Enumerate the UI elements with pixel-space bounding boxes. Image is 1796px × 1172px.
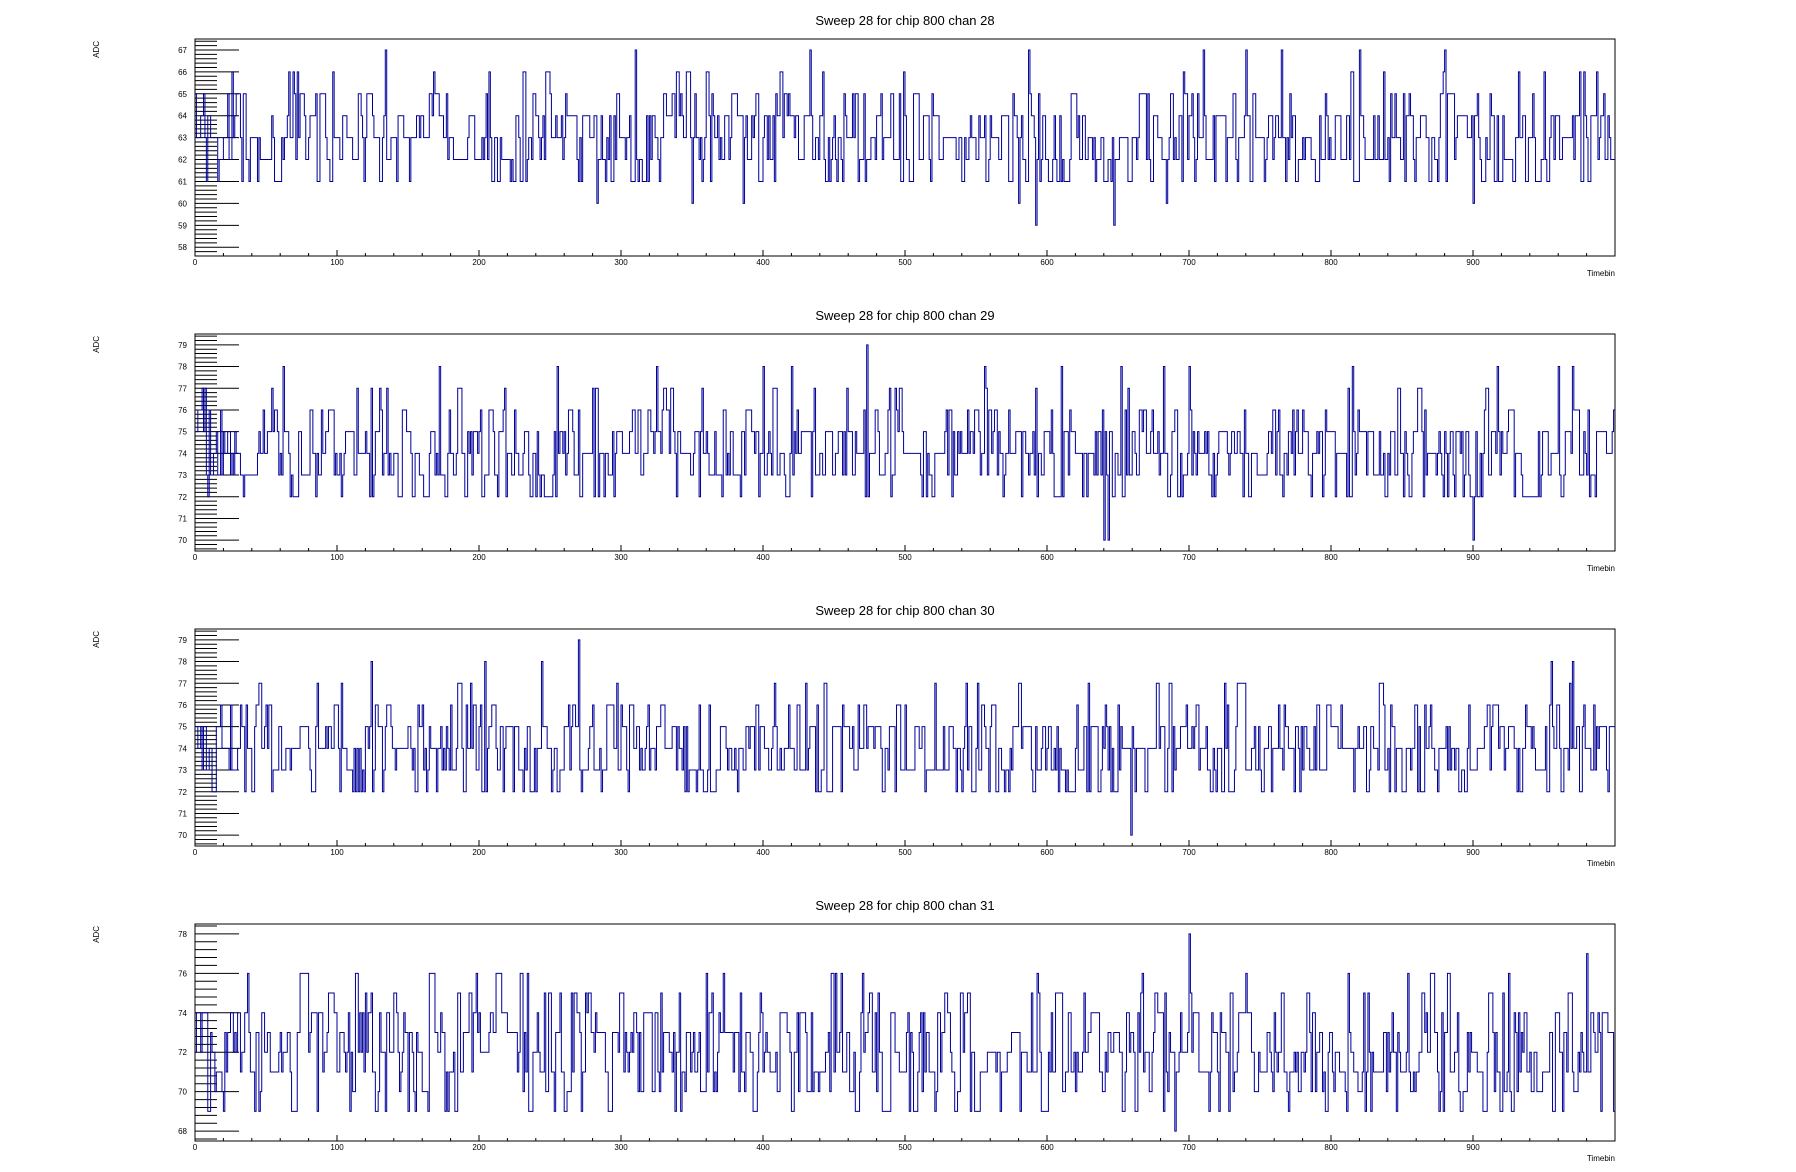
y-axis-label: ADC [92, 41, 101, 58]
y-tick-label: 58 [178, 243, 187, 252]
y-tick-label: 70 [178, 1088, 187, 1097]
y-tick-label: 74 [178, 449, 187, 458]
x-tick-label: 500 [898, 553, 912, 562]
y-tick-label: 60 [178, 199, 187, 208]
x-tick-label: 500 [898, 1143, 912, 1152]
x-axis-label: Timebin [1587, 1154, 1615, 1163]
x-tick-label: 500 [898, 258, 912, 267]
series-line [195, 933, 1615, 1132]
x-tick-label: 600 [1040, 1143, 1054, 1152]
x-axis-label: Timebin [1587, 859, 1615, 868]
y-tick-label: 70 [178, 536, 187, 545]
y-tick-label: 79 [178, 341, 187, 350]
x-tick-label: 800 [1324, 848, 1338, 857]
x-tick-label: 200 [472, 848, 486, 857]
x-axis-label: Timebin [1587, 564, 1615, 573]
y-tick-label: 68 [178, 1127, 187, 1136]
x-tick-label: 0 [193, 258, 198, 267]
x-tick-label: 600 [1040, 553, 1054, 562]
x-tick-label: 0 [193, 553, 198, 562]
y-axis-label: ADC [92, 631, 101, 648]
y-tick-label: 71 [178, 514, 187, 523]
x-tick-label: 100 [330, 848, 344, 857]
plot-frame [194, 333, 1616, 552]
x-tick-label: 700 [1182, 848, 1196, 857]
y-tick-label: 59 [178, 221, 187, 230]
y-tick-label: 78 [178, 363, 187, 372]
y-tick-label: 78 [178, 658, 187, 667]
series-line [195, 344, 1615, 541]
y-tick-label: 64 [178, 112, 187, 121]
x-tick-label: 900 [1466, 848, 1480, 857]
y-tick-label: 62 [178, 156, 187, 165]
chart-panel-2: Sweep 28 for chip 800 chan 30 ADC Timebin 0… [92, 603, 1616, 868]
x-tick-label: 100 [330, 258, 344, 267]
y-tick-label: 74 [178, 744, 187, 753]
chart-panel-3: Sweep 28 for chip 800 chan 31 ADC Timebin 0… [92, 898, 1616, 1163]
y-tick-label: 75 [178, 428, 187, 437]
x-tick-label: 400 [756, 1143, 770, 1152]
x-tick-label: 900 [1466, 258, 1480, 267]
y-tick-label: 73 [178, 471, 187, 480]
x-tick-label: 100 [330, 1143, 344, 1152]
x-tick-label: 400 [756, 258, 770, 267]
x-tick-label: 300 [614, 258, 628, 267]
x-tick-label: 800 [1324, 258, 1338, 267]
x-tick-label: 200 [472, 258, 486, 267]
chart-title: Sweep 28 for chip 800 chan 30 [815, 603, 994, 618]
y-tick-label: 76 [178, 406, 187, 415]
x-axis-label: Timebin [1587, 269, 1615, 278]
y-tick-label: 72 [178, 493, 187, 502]
x-tick-label: 900 [1466, 1143, 1480, 1152]
x-tick-label: 200 [472, 1143, 486, 1152]
y-tick-label: 76 [178, 969, 187, 978]
x-tick-label: 400 [756, 553, 770, 562]
y-tick-label: 63 [178, 134, 187, 143]
y-tick-label: 79 [178, 636, 187, 645]
y-tick-label: 72 [178, 788, 187, 797]
y-tick-label: 70 [178, 831, 187, 840]
y-tick-label: 72 [178, 1048, 187, 1057]
series-line [195, 639, 1615, 836]
x-tick-label: 300 [614, 553, 628, 562]
y-tick-label: 77 [178, 384, 187, 393]
x-tick-label: 100 [330, 553, 344, 562]
x-tick-label: 900 [1466, 553, 1480, 562]
x-tick-label: 300 [614, 848, 628, 857]
y-tick-label: 65 [178, 90, 187, 99]
y-tick-label: 77 [178, 679, 187, 688]
y-tick-label: 67 [178, 46, 187, 55]
x-tick-label: 700 [1182, 258, 1196, 267]
y-tick-label: 74 [178, 1009, 187, 1018]
chart-title: Sweep 28 for chip 800 chan 31 [815, 898, 994, 913]
x-tick-label: 200 [472, 553, 486, 562]
x-tick-label: 500 [898, 848, 912, 857]
y-tick-label: 66 [178, 68, 187, 77]
series-line [195, 49, 1615, 226]
y-tick-label: 78 [178, 930, 187, 939]
y-tick-label: 75 [178, 723, 187, 732]
x-tick-label: 600 [1040, 848, 1054, 857]
x-tick-label: 0 [193, 1143, 198, 1152]
y-tick-label: 76 [178, 701, 187, 710]
y-axis-label: ADC [92, 336, 101, 353]
x-tick-label: 700 [1182, 1143, 1196, 1152]
x-tick-label: 600 [1040, 258, 1054, 267]
chart-panel-0: Sweep 28 for chip 800 chan 28 ADC Timebin 0… [92, 13, 1616, 278]
y-axis-label: ADC [92, 926, 101, 943]
chart-title: Sweep 28 for chip 800 chan 29 [815, 308, 994, 323]
x-tick-label: 800 [1324, 1143, 1338, 1152]
y-tick-label: 61 [178, 177, 187, 186]
chart-title: Sweep 28 for chip 800 chan 28 [815, 13, 994, 28]
x-tick-label: 400 [756, 848, 770, 857]
x-tick-label: 700 [1182, 553, 1196, 562]
y-tick-label: 73 [178, 766, 187, 775]
x-tick-label: 800 [1324, 553, 1338, 562]
chart-panel-1: Sweep 28 for chip 800 chan 29 ADC Timebin 0… [92, 308, 1616, 573]
x-tick-label: 300 [614, 1143, 628, 1152]
x-tick-label: 0 [193, 848, 198, 857]
y-tick-label: 71 [178, 809, 187, 818]
